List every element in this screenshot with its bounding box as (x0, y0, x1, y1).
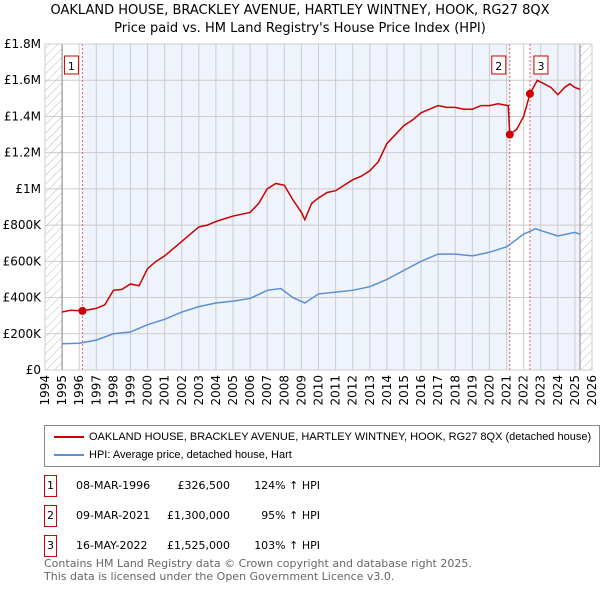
x-tick-label: 2026 (585, 375, 599, 406)
y-tick-label: £1.8M (4, 37, 41, 51)
y-tick-label: £1.4M (4, 109, 41, 123)
x-tick-label: 1997 (89, 375, 103, 406)
x-tick-label: 2017 (431, 375, 445, 406)
sale-label-box (63, 55, 79, 75)
legend-line-blue (54, 454, 84, 456)
property-line (61, 79, 581, 313)
hpi-line (62, 227, 581, 345)
sale-date: 08-MAR-1996 (76, 479, 151, 492)
y-tick-label: £0 (26, 363, 41, 377)
sale-row: 2 09-MAR-2021 £1,300,000 95% ↑ HPI (44, 505, 600, 527)
x-tick-label: 2013 (363, 375, 377, 406)
sale-marker: 2 (44, 505, 57, 527)
legend-property-label: OAKLAND HOUSE, BRACKLEY AVENUE, HARTLEY … (89, 431, 592, 443)
x-tick-label: 2006 (243, 375, 257, 406)
x-tick-label: 2020 (482, 375, 496, 406)
x-tick-label: 2008 (277, 375, 291, 406)
y-tick-label: £600K (3, 254, 43, 268)
legend-line-red (54, 436, 84, 438)
x-tick-label: 2025 (568, 375, 582, 406)
footer-line: This data is licensed under the Open Gov… (44, 570, 395, 583)
sale-marker: 3 (44, 535, 57, 557)
sale-row: 3 16-MAY-2022 £1,525,000 103% ↑ HPI (44, 535, 600, 557)
sale-date: 09-MAR-2021 (76, 509, 151, 522)
x-tick-label: 2010 (312, 375, 326, 406)
sale-hpi-change: 95% ↑ HPI (261, 509, 320, 522)
x-tick-label: 2011 (329, 375, 343, 406)
plot-border (44, 43, 593, 371)
x-tick-label: 1999 (123, 375, 137, 406)
x-tick-label: 2009 (294, 375, 308, 406)
x-tick-label: 2000 (141, 375, 155, 406)
shade-region (82, 44, 510, 370)
x-tick-label: 2018 (448, 375, 462, 406)
x-tick-label: 2021 (500, 375, 514, 406)
sale-label-box (533, 55, 549, 75)
y-tick-label: £1M (15, 182, 41, 196)
x-tick-label: 2022 (517, 375, 531, 406)
y-tick-label: £1.2M (4, 146, 41, 160)
legend-hpi: HPI: Average price, detached house, Hart (54, 447, 292, 463)
x-tick-label: 1998 (106, 375, 120, 406)
x-tick-label: 2002 (175, 375, 189, 406)
y-tick-label: £800K (3, 218, 43, 232)
x-tick-label: 2024 (551, 375, 565, 406)
x-tick-label: 2015 (397, 375, 411, 406)
sale-label: 2 (495, 60, 502, 73)
y-tick-label: £200K (3, 327, 43, 341)
x-tick-label: 2012 (346, 375, 360, 406)
x-tick-label: 2014 (380, 375, 394, 406)
legend-property: OAKLAND HOUSE, BRACKLEY AVENUE, HARTLEY … (54, 429, 592, 445)
legend-hpi-label: HPI: Average price, detached house, Hart (89, 449, 292, 461)
price-chart: £0 £200K £400K £600K £800K £1M £1.2M £1.4M £1.6M… (3, 37, 599, 406)
x-tick-label: 1995 (55, 375, 69, 406)
sale-point (78, 306, 87, 315)
title-line: OAKLAND HOUSE, BRACKLEY AVENUE, HARTLEY … (50, 3, 550, 18)
footer-line: Contains HM Land Registry data © Crown c… (44, 557, 472, 570)
footer: Contains HM Land Registry data © Crown c… (44, 557, 472, 583)
sale-label-box (491, 55, 507, 75)
x-tick-label: 2005 (226, 375, 240, 406)
sale-label: 1 (68, 60, 75, 73)
sale-hpi-change: 124% ↑ HPI (254, 479, 320, 492)
x-tick-label: 2019 (465, 375, 479, 406)
x-tick-label: 1996 (72, 375, 86, 406)
x-tick-label: 1994 (38, 375, 52, 406)
sale-marker: 1 (44, 475, 57, 497)
x-tick-label: 2003 (192, 375, 206, 406)
sale-price: £326,500 (177, 479, 231, 492)
sale-hpi-change: 103% ↑ HPI (254, 539, 320, 552)
x-tick-label: 2004 (209, 375, 223, 406)
x-tick-label: 2016 (414, 375, 428, 406)
x-tick-label: 2007 (260, 375, 274, 406)
chart-title: OAKLAND HOUSE, BRACKLEY AVENUE, HARTLEY … (0, 2, 600, 38)
sale-label: 3 (537, 60, 544, 73)
sale-row: 1 08-MAR-1996 £326,500 124% ↑ HPI (44, 475, 600, 497)
y-tick-label: £400K (3, 291, 43, 305)
legend: OAKLAND HOUSE, BRACKLEY AVENUE, HARTLEY … (44, 425, 600, 467)
shade-region (529, 44, 581, 370)
x-tick-label: 2001 (158, 375, 172, 406)
hatch-after (580, 44, 592, 370)
sale-point (505, 130, 514, 139)
sale-price: £1,300,000 (167, 509, 230, 522)
sale-price: £1,525,000 (167, 539, 230, 552)
sale-point (525, 89, 534, 98)
subtitle-line: Price paid vs. HM Land Registry's House … (114, 21, 486, 36)
y-tick-label: £1.6M (4, 73, 41, 87)
x-tick-label: 2023 (534, 375, 548, 406)
hatch-before (45, 44, 63, 370)
sale-date: 16-MAY-2022 (76, 539, 148, 552)
